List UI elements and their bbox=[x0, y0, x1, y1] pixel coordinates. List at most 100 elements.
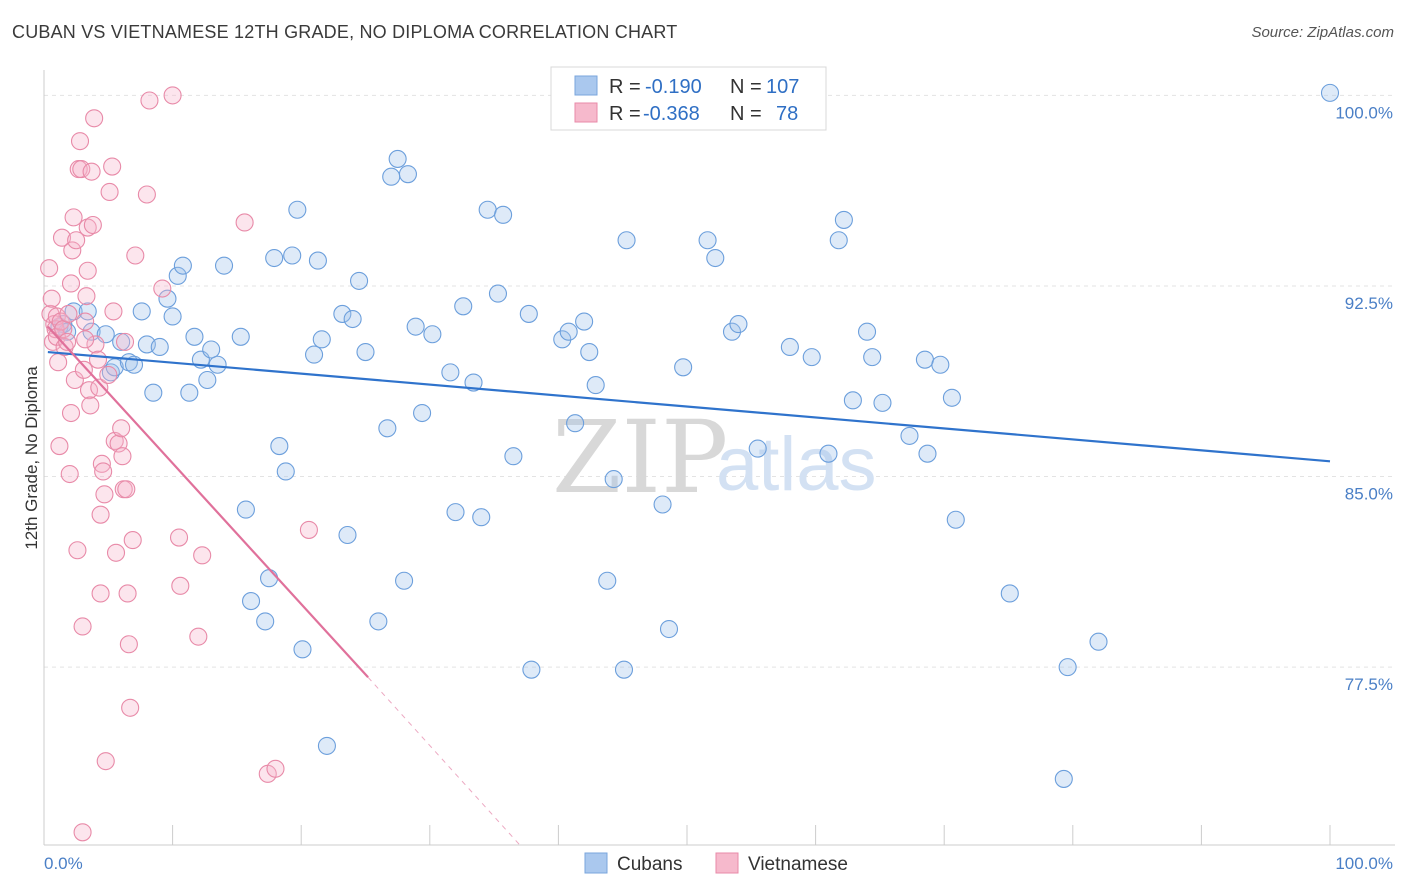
cuban-point bbox=[566, 414, 585, 433]
cuban-point bbox=[305, 345, 324, 364]
legend-swatch-vietnamese bbox=[574, 102, 598, 123]
cuban-point bbox=[931, 355, 950, 374]
cuban-point bbox=[236, 500, 255, 519]
cuban-point bbox=[464, 373, 483, 392]
vietnamese-point bbox=[77, 287, 96, 306]
vietnamese-point bbox=[100, 182, 119, 202]
watermark-atlas: atlas bbox=[716, 422, 877, 507]
vietnamese-point bbox=[85, 109, 104, 128]
vietnamese-point bbox=[266, 759, 285, 778]
vietnamese-point bbox=[299, 520, 318, 539]
cuban-point bbox=[1058, 658, 1077, 677]
vietnamese-point bbox=[96, 752, 115, 771]
bottom-legend-swatch-cubans bbox=[584, 852, 608, 874]
cuban-point bbox=[398, 165, 417, 184]
legend-n-label-vietnamese: N = bbox=[730, 103, 762, 125]
vietnamese-point bbox=[103, 157, 122, 176]
cuban-point bbox=[338, 525, 357, 545]
vietnamese-point bbox=[104, 302, 123, 321]
bottom-legend-label-cubans: Cubans bbox=[617, 854, 683, 875]
legend-r-value-vietnamese: -0.368 bbox=[643, 103, 700, 125]
cuban-point bbox=[586, 376, 605, 395]
axes-layer bbox=[43, 70, 1395, 846]
trend-layer bbox=[47, 325, 1331, 846]
vietnamese-point bbox=[193, 546, 212, 565]
watermark: ZIP atlas bbox=[552, 399, 877, 516]
cuban-point bbox=[423, 325, 442, 344]
cuban-point bbox=[472, 508, 491, 527]
cuban-point bbox=[198, 370, 217, 390]
cuban-point bbox=[150, 337, 169, 357]
vietnamese-point bbox=[42, 289, 61, 308]
vietnamese-point bbox=[189, 627, 208, 646]
vietnamese-point bbox=[112, 419, 131, 438]
cuban-point bbox=[780, 337, 799, 357]
vietnamese-trend-extension bbox=[367, 676, 521, 846]
cuban-point bbox=[288, 200, 307, 219]
vietnamese-point bbox=[76, 330, 95, 349]
vietnamese-point bbox=[121, 698, 140, 717]
y-tick-labels: 77.5% 85.0% 92.5% 100.0% bbox=[1335, 103, 1393, 694]
vietnamese-point bbox=[65, 370, 84, 390]
vietnamese-point bbox=[90, 378, 109, 397]
cuban-point bbox=[522, 660, 541, 679]
cuban-point bbox=[395, 571, 414, 590]
vietnamese-point bbox=[119, 635, 138, 654]
cuban-point bbox=[343, 309, 362, 329]
legend-n-label-cubans: N = bbox=[730, 76, 762, 98]
vietnamese-point bbox=[81, 396, 100, 415]
y-tick-label: 100.0% bbox=[1335, 103, 1393, 122]
cuban-point bbox=[946, 510, 965, 529]
vietnamese-point bbox=[67, 231, 86, 250]
cuban-point bbox=[915, 350, 934, 369]
y-tick-label: 77.5% bbox=[1345, 675, 1393, 694]
chart-source: Source: ZipAtlas.com bbox=[1251, 24, 1394, 41]
cuban-point bbox=[446, 503, 465, 522]
cuban-point bbox=[163, 307, 182, 326]
cuban-point bbox=[214, 256, 234, 275]
points-layer bbox=[40, 83, 1340, 842]
vietnamese-point bbox=[50, 437, 69, 456]
cuban-point bbox=[144, 383, 163, 402]
cuban-point bbox=[478, 200, 497, 219]
cuban-point bbox=[575, 312, 594, 331]
cuban-point bbox=[706, 248, 725, 268]
bottom-legend: Cubans Vietnamese bbox=[584, 852, 848, 875]
cuban-point bbox=[202, 340, 221, 359]
vietnamese-point bbox=[153, 279, 172, 298]
cuban-point bbox=[454, 297, 473, 316]
cuban-point bbox=[729, 315, 748, 334]
cuban-point bbox=[413, 403, 432, 423]
vietnamese-point bbox=[58, 332, 77, 351]
x-tick-label-max: 100.0% bbox=[1335, 854, 1393, 873]
vietnamese-point bbox=[115, 332, 135, 351]
cuban-point bbox=[659, 619, 679, 639]
vietnamese-point bbox=[235, 213, 254, 232]
vietnamese-point bbox=[63, 241, 82, 260]
cuban-point bbox=[185, 327, 204, 346]
vietnamese-point bbox=[74, 360, 93, 379]
cuban-point bbox=[614, 660, 634, 679]
vietnamese-point bbox=[86, 335, 105, 354]
vietnamese-point bbox=[78, 218, 97, 237]
vietnamese-point bbox=[72, 160, 91, 179]
legend-box: R = -0.190 N = 107 R = -0.368 N = 78 bbox=[550, 66, 827, 131]
cuban-point bbox=[802, 348, 821, 367]
vietnamese-point bbox=[91, 505, 110, 524]
vietnamese-point bbox=[163, 86, 182, 105]
cuban-point bbox=[1054, 769, 1073, 788]
cuban-point bbox=[1000, 584, 1019, 603]
cuban-point bbox=[382, 167, 401, 186]
cuban-point bbox=[293, 640, 312, 659]
cuban-point bbox=[722, 322, 742, 341]
cuban-point bbox=[180, 383, 199, 402]
cuban-point bbox=[617, 231, 636, 250]
vietnamese-point bbox=[59, 304, 78, 323]
cuban-point bbox=[553, 330, 572, 349]
vietnamese-point bbox=[169, 528, 189, 547]
cuban-point bbox=[350, 271, 369, 290]
cuban-point bbox=[598, 571, 617, 590]
vietnamese-point bbox=[95, 485, 114, 504]
vietnamese-point bbox=[61, 403, 81, 423]
cuban-point bbox=[829, 231, 848, 250]
